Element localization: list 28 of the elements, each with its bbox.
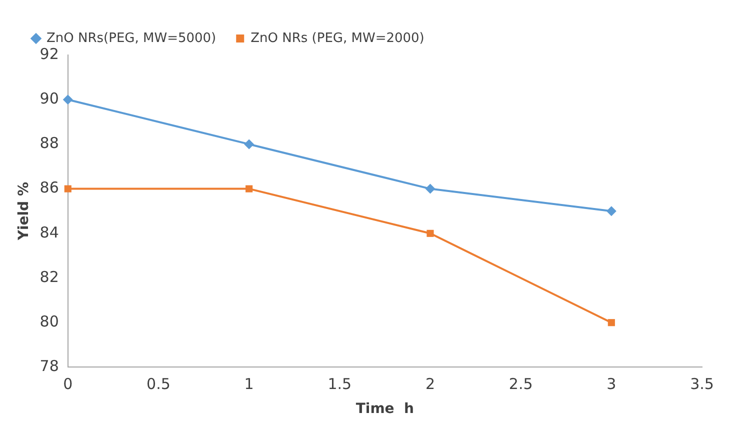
x-tick-label: 0: [63, 375, 73, 394]
x-tick-label: 3: [606, 375, 616, 394]
point: [608, 319, 615, 326]
y-tick-label: 80: [40, 312, 59, 330]
x-tick-label: 2.5: [508, 375, 533, 394]
point: [246, 185, 253, 192]
x-tick-label: 0.5: [146, 375, 170, 394]
x-tick-label: 1: [244, 375, 254, 394]
y-tick-label: 84: [40, 223, 59, 242]
x-axis-title: Time h: [356, 401, 414, 418]
point: [64, 185, 72, 192]
x-tick-label: 2: [425, 375, 436, 394]
x-tick-label: 1.5: [328, 375, 352, 394]
point: [425, 184, 436, 194]
x-tick-label: 3.5: [690, 375, 714, 394]
y-axis-title: Yield %: [16, 182, 32, 242]
point: [62, 94, 73, 105]
y-tick-label: 92: [40, 44, 59, 63]
legend-label: ZnO NRs (PEG, MW=2000): [250, 30, 424, 46]
y-tick-label: 90: [40, 89, 59, 108]
point: [606, 206, 616, 216]
point: [244, 139, 254, 150]
point: [426, 230, 434, 237]
y-tick-label: 88: [40, 134, 59, 152]
legend-label: ZnO NRs(PEG, MW=5000): [46, 30, 216, 46]
y-tick-label: 78: [40, 357, 59, 376]
y-tick-label: 82: [40, 268, 59, 286]
y-tick-label: 86: [40, 178, 59, 197]
